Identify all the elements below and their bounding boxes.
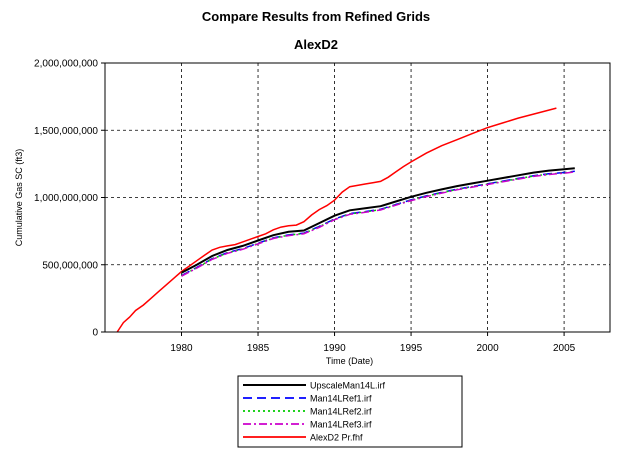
x-tick-label: 1995 bbox=[400, 343, 423, 354]
x-axis-ticks: 1980 1985 1990 1995 2000 2005 bbox=[170, 332, 576, 354]
legend-label: AlexD2 Pr.fhf bbox=[310, 433, 363, 443]
y-tick-label: 1,500,000,000 bbox=[34, 126, 98, 137]
series-lines bbox=[116, 107, 575, 333]
x-tick-label: 2005 bbox=[553, 343, 576, 354]
legend-label: Man14LRef3.irf bbox=[310, 420, 372, 430]
y-tick-label: 2,000,000,000 bbox=[34, 59, 98, 70]
x-tick-label: 2000 bbox=[476, 343, 499, 354]
legend-label: Man14LRef2.irf bbox=[310, 407, 372, 417]
plot-frame bbox=[104, 62, 611, 333]
chart-subtitle: AlexD2 bbox=[294, 37, 338, 52]
series-line-4 bbox=[181, 171, 575, 277]
series-line-3 bbox=[181, 170, 575, 277]
series-line-5 bbox=[116, 107, 557, 333]
series-line-2 bbox=[181, 170, 575, 277]
y-tick-label: 1,000,000,000 bbox=[34, 193, 98, 204]
grid bbox=[105, 63, 610, 332]
legend-label: Man14LRef1.irf bbox=[310, 394, 372, 404]
legend-items: UpscaleMan14L.irf Man14LRef1.irf Man14LRef… bbox=[243, 381, 386, 443]
x-tick-label: 1980 bbox=[170, 343, 193, 354]
chart-title: Compare Results from Refined Grids bbox=[202, 9, 430, 24]
y-axis-ticks: 0 500,000,000 1,000,000,000 1,500,000,000 2,… bbox=[34, 59, 105, 339]
y-axis-label: Cumulative Gas SC (ft3) bbox=[14, 149, 24, 247]
y-tick-label: 0 bbox=[92, 328, 98, 339]
x-tick-label: 1985 bbox=[247, 343, 270, 354]
legend-label: UpscaleMan14L.irf bbox=[310, 381, 386, 391]
x-axis-label: Time (Date) bbox=[326, 356, 373, 366]
legend-box bbox=[237, 375, 463, 448]
x-tick-label: 1990 bbox=[323, 343, 346, 354]
legend: UpscaleMan14L.irf Man14LRef1.irf Man14LRef… bbox=[237, 375, 463, 448]
series-line-1 bbox=[181, 167, 575, 274]
y-tick-label: 500,000,000 bbox=[42, 260, 98, 271]
